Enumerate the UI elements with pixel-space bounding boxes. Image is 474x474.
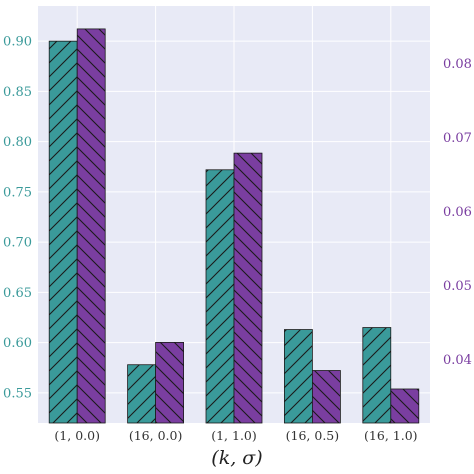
bar-right-series-hatch — [311, 370, 341, 424]
right-tick-label: 0.06 — [443, 205, 472, 220]
x-tick-label: (16, 0.5) — [286, 428, 340, 443]
left-tick-label: 0.85 — [3, 85, 32, 100]
right-tick-label: 0.07 — [443, 131, 472, 146]
bar-left-series-hatch — [205, 169, 235, 424]
bar-right-series-hatch — [76, 28, 106, 424]
right-tick-label: 0.05 — [443, 279, 472, 294]
left-tick-label: 0.75 — [3, 185, 32, 200]
left-tick-label: 0.70 — [3, 236, 32, 251]
right-tick-label: 0.08 — [443, 57, 472, 72]
x-axis-label: (k, σ) — [211, 447, 262, 469]
bar-right-series-hatch — [390, 388, 420, 424]
bar-left-series-hatch — [362, 327, 392, 424]
x-tick-label: (16, 1.0) — [364, 428, 418, 443]
left-tick-label: 0.60 — [3, 336, 32, 351]
left-tick-label: 0.65 — [3, 286, 32, 301]
left-tick-label: 0.90 — [3, 35, 32, 50]
bar-left-series-hatch — [127, 364, 156, 424]
bar-right-series-hatch — [155, 342, 185, 424]
x-tick-label: (1, 0.0) — [54, 428, 100, 443]
left-tick-label: 0.80 — [3, 135, 32, 150]
bars — [48, 28, 420, 424]
right-tick-label: 0.04 — [443, 353, 472, 368]
x-tick-label: (16, 0.0) — [129, 428, 183, 443]
x-tick-label: (1, 1.0) — [211, 428, 257, 443]
bar-right-series-hatch — [233, 152, 263, 424]
left-tick-label: 0.55 — [3, 386, 32, 401]
left-axis: 0.55 0.60 0.65 0.70 0.75 0.80 0.85 0.90 — [3, 35, 32, 402]
x-axis: (1, 0.0) (16, 0.0) (1, 1.0) (16, 0.5) (16, 1… — [54, 428, 417, 443]
right-axis: 0.04 0.05 0.06 0.07 0.08 — [443, 57, 472, 368]
bar-left-series-hatch — [48, 40, 78, 424]
bar-left-series-hatch — [283, 329, 313, 424]
